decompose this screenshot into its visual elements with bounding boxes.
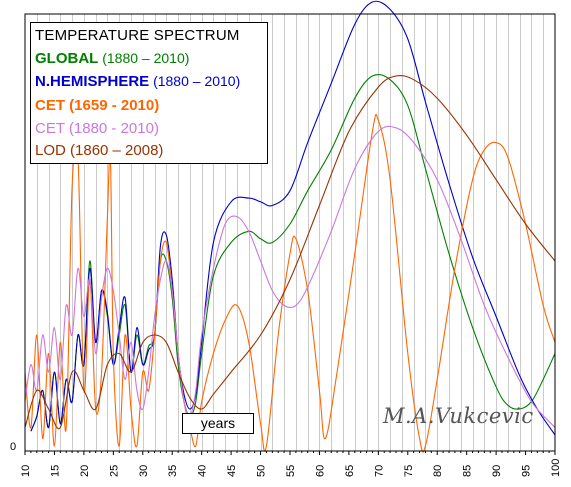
legend-item-cet-long: CET (1659 - 2010)	[35, 97, 159, 114]
legend-lod-range: LOD (1860 – 2008)	[35, 142, 164, 159]
x-tick-label: 25	[108, 465, 120, 477]
series-line-nhemisphere	[30, 0, 556, 436]
x-axis-ticks: 10 15 20 25 30 35 40 45 50 55 60 65 70 75 80 85 90 95 100	[20, 451, 562, 477]
x-tick-label: 60	[314, 465, 326, 477]
x-tick-label: 40	[197, 465, 209, 477]
legend-global-range: (1880 – 2010)	[98, 50, 190, 66]
legend-item-nhemisphere: N.HEMISPHERE (1880 – 2010)	[35, 73, 240, 90]
x-tick-label: 85	[462, 465, 474, 477]
legend-nhemisphere-range: (1880 – 2010)	[149, 73, 241, 89]
x-tick-label: 100	[550, 459, 562, 477]
legend-cet-short-range: CET (1880 - 2010)	[35, 120, 159, 137]
series-line-lod	[24, 75, 556, 430]
x-tick-label: 10	[20, 465, 32, 477]
legend: TEMPERATURE SPECTRUM GLOBAL (1880 – 2010…	[30, 22, 268, 164]
y-tick-label-0: 0	[10, 441, 16, 453]
x-tick-label: 95	[521, 465, 533, 477]
x-tick-label: 45	[226, 465, 238, 477]
legend-global-name: GLOBAL	[35, 50, 99, 67]
x-tick-label: 80	[432, 465, 444, 477]
legend-item-global: GLOBAL (1880 – 2010)	[35, 50, 189, 67]
legend-item-cet-short: CET (1880 - 2010)	[35, 120, 159, 137]
x-axis-label: years	[182, 413, 254, 434]
x-tick-label: 90	[491, 465, 503, 477]
chart-title: TEMPERATURE SPECTRUM	[35, 27, 240, 44]
legend-item-lod: LOD (1860 – 2008)	[35, 142, 163, 159]
legend-nhemisphere-name: N.HEMISPHERE	[35, 73, 150, 90]
legend-cet-long-name: CET (1659 - 2010)	[35, 97, 160, 114]
x-tick-label: 55	[285, 465, 297, 477]
x-tick-label: 15	[49, 465, 61, 477]
x-tick-label: 75	[403, 465, 415, 477]
x-tick-label: 65	[344, 465, 356, 477]
x-tick-label: 20	[79, 465, 91, 477]
x-tick-label: 30	[138, 465, 150, 477]
x-tick-label: 50	[256, 465, 268, 477]
author-watermark: M.A.Vukcevic	[383, 404, 534, 428]
series-line-cet-short	[24, 125, 556, 428]
x-tick-label: 35	[167, 465, 179, 477]
x-tick-label: 70	[373, 465, 385, 477]
